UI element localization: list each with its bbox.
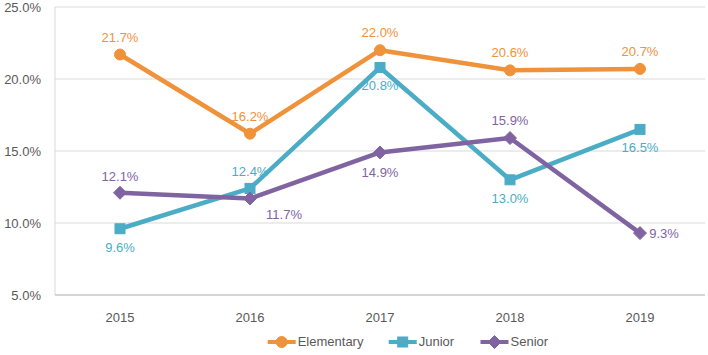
marker	[244, 192, 257, 205]
marker	[635, 124, 645, 134]
chart: 5.0% 10.0% 15.0% 20.0% 25.0% 2015 2016 2017 2018…	[0, 0, 708, 355]
data-label: 11.7%	[266, 207, 302, 222]
legend-item: Elementary	[268, 334, 364, 349]
legend-label: Senior	[511, 334, 549, 349]
marker	[114, 186, 127, 199]
x-tick-label: 2019	[626, 310, 655, 325]
y-tick-label: 25.0%	[4, 0, 41, 15]
legend-item: Junior	[389, 334, 455, 349]
marker	[505, 175, 515, 185]
marker	[505, 65, 516, 76]
x-tick-label: 2018	[496, 310, 525, 325]
data-label: 16.5%	[622, 140, 659, 155]
series-line	[120, 138, 640, 233]
data-label: 9.3%	[649, 226, 679, 241]
data-label: 21.7%	[102, 30, 139, 45]
marker	[504, 132, 517, 145]
data-label: 20.6%	[492, 45, 529, 60]
data-label: 12.4%	[232, 164, 269, 179]
plot-marks	[114, 45, 647, 240]
y-tick-label: 5.0%	[11, 288, 41, 303]
marker	[635, 63, 646, 74]
y-tick-label: 20.0%	[4, 72, 41, 87]
marker	[115, 49, 126, 60]
data-label: 14.9%	[362, 165, 399, 180]
data-label: 20.8%	[362, 78, 399, 93]
data-label: 13.0%	[492, 191, 529, 206]
x-tick-label: 2017	[366, 310, 395, 325]
marker	[115, 224, 125, 234]
x-tick-label: 2015	[106, 310, 135, 325]
marker	[375, 62, 385, 72]
data-label: 16.2%	[232, 109, 269, 124]
legend-item: Senior	[481, 334, 549, 349]
data-label: 15.9%	[492, 113, 529, 128]
legend-marker	[398, 337, 408, 347]
y-tick-label: 10.0%	[4, 216, 41, 231]
data-label: 22.0%	[362, 25, 399, 40]
marker	[375, 45, 386, 56]
data-labels: 21.7% 16.2% 22.0% 20.6% 20.7% 9.6% 12.4% 20.8% 1…	[102, 25, 680, 255]
marker	[245, 128, 256, 139]
marker	[634, 227, 647, 240]
grid-line	[55, 223, 705, 224]
data-label: 12.1%	[102, 169, 139, 184]
legend: Elementary Junior Senior	[268, 334, 549, 349]
legend-marker	[488, 336, 501, 349]
y-tick-label: 15.0%	[4, 144, 41, 159]
legend-label: Elementary	[298, 334, 364, 349]
marker	[374, 146, 387, 159]
x-tick-label: 2016	[236, 310, 265, 325]
grid-line	[55, 295, 705, 296]
data-label: 9.6%	[105, 240, 135, 255]
x-axis	[55, 295, 705, 296]
grid-line	[55, 7, 705, 8]
series-line	[120, 67, 640, 228]
legend-label: Junior	[419, 334, 455, 349]
legend-marker	[276, 337, 287, 348]
y-axis	[55, 7, 56, 295]
data-label: 20.7%	[622, 44, 659, 59]
series-line	[120, 50, 640, 134]
